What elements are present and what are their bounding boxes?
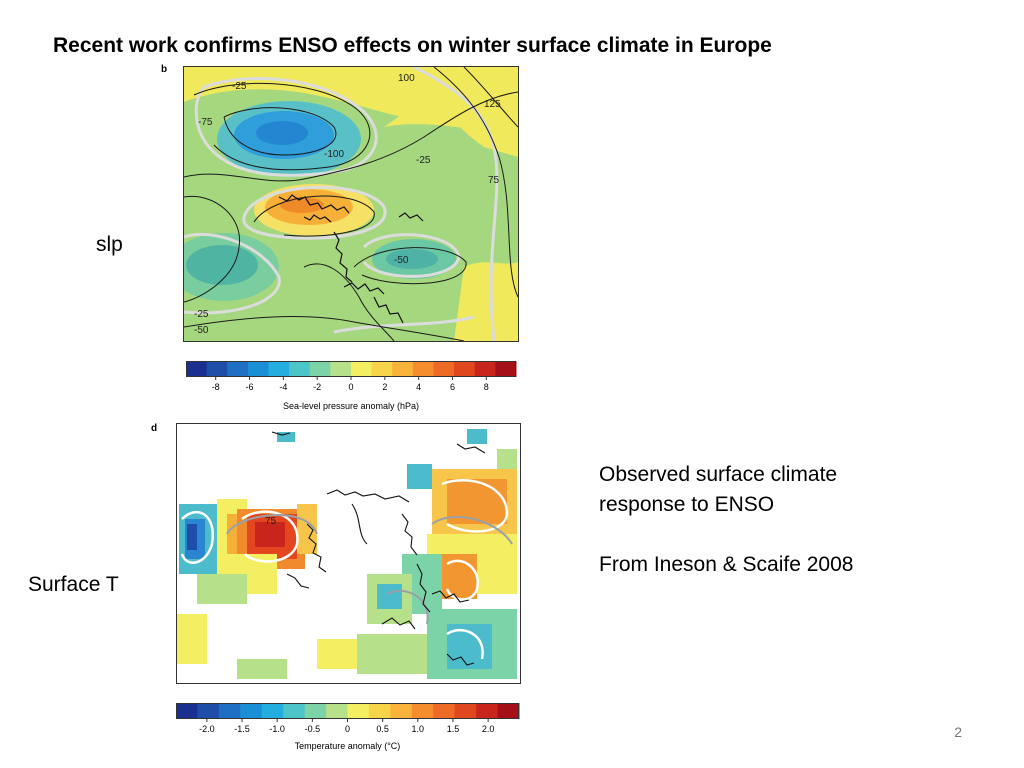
slp-contour-label: -25 [232,81,247,92]
slp-colorbar-swatch [227,361,249,377]
slp-colorbar-tick-label: -8 [212,382,220,392]
slp-map-graphic: -25 -75 100 125 -100 -25 75 -50 -25 -50 [184,67,518,341]
temp-colorbar-tick-label: -1.0 [269,724,285,734]
temp-colorbar-swatch [390,703,413,719]
temp-colorbar-swatch [240,703,263,719]
slp-colorbar-swatch [351,361,373,377]
slp-contour-label: -50 [394,255,409,266]
page-number: 2 [954,724,962,740]
slp-colorbar-tick-label: 0 [348,382,353,392]
slp-colorbar-tick-label: 2 [382,382,387,392]
slp-colorbar-graphic: -8 -6 -4 -2 0 2 4 6 8 [186,361,517,392]
temp-colorbar-tick-label: 1.5 [447,724,460,734]
slp-contour-label: -25 [416,155,431,166]
temp-colorbar-swatch [368,703,391,719]
description-line-1: Observed surface climate [599,463,838,486]
slp-colorbar-swatch [206,361,228,377]
temp-colorbar-swatch [433,703,456,719]
temp-colorbar-tick-label: -1.5 [234,724,250,734]
temp-colorbar-swatch [197,703,220,719]
temperature-map-graphic: 75 [177,424,520,683]
slp-colorbar-swatch [412,361,434,377]
temp-colorbar-title: Temperature anomaly (°C) [294,741,401,751]
slp-colorbar-tick-label: -4 [279,382,287,392]
slide-title: Recent work confirms ENSO effects on win… [53,34,772,57]
slp-contour-label: 75 [488,175,500,186]
slp-contour-label: -100 [324,149,344,160]
temp-colorbar-tick-label: 1.0 [412,724,425,734]
surface-t-label: Surface T [28,573,119,596]
temp-colorbar-swatch [497,703,520,719]
slp-colorbar-swatch [454,361,476,377]
temp-colorbar-border [176,703,519,719]
slp-colorbar-tick-label: 8 [484,382,489,392]
slp-colorbar-swatch [330,361,352,377]
slp-colorbar-border [186,361,516,377]
slp-colorbar-swatch [247,361,269,377]
slp-colorbar-swatch [392,361,414,377]
slp-colorbar-swatch [371,361,393,377]
slp-colorbar-swatch [495,361,517,377]
temp-colorbar-swatch [411,703,434,719]
temp-colorbar-tick-label: -2.0 [199,724,215,734]
slp-contour-label: -75 [198,117,213,128]
temp-colorbar-tick-label: 0.5 [376,724,389,734]
slp-contour-label: 125 [484,99,501,110]
description-text: Observed surface climate response to ENS… [599,460,853,580]
temp-colorbar-swatch [304,703,327,719]
slp-colorbar-swatch [309,361,331,377]
slp-contour-label: -25 [194,309,209,320]
temp-colorbar-tick-label: 0 [345,724,350,734]
slp-colorbar-tick-label: -6 [246,382,254,392]
slp-colorbar-title: Sea-level pressure anomaly (hPa) [282,401,420,411]
temp-colorbar-swatch [261,703,284,719]
temperature-map: 75 [176,423,521,684]
temp-panel-letter: d [151,423,158,434]
slp-colorbar-tick-label: -2 [313,382,321,392]
slp-colorbar-swatch [474,361,496,377]
slp-colorbar-tick-label: 4 [416,382,421,392]
slp-panel-letter: b [161,64,168,75]
temp-colorbar-tick-label: 2.0 [482,724,495,734]
temp-colorbar-swatch [347,703,370,719]
temp-contour-label: 75 [265,516,277,527]
slp-map: -25 -75 100 125 -100 -25 75 -50 -25 -50 [183,66,519,342]
slp-label: slp [96,233,123,256]
description-line-2: response to ENSO [599,493,775,516]
slp-contour-label: -50 [194,325,209,336]
temp-colorbar-swatch [454,703,477,719]
temp-colorbar-swatch [283,703,306,719]
citation-text: From Ineson & Scaife 2008 [599,553,854,576]
temp-colorbar-tick-label: -0.5 [305,724,321,734]
temp-colorbar-swatch [476,703,499,719]
slp-colorbar-swatch [289,361,311,377]
temp-colorbar-swatch [176,703,198,719]
temp-colorbar: -2.0 -1.5 -1.0 -0.5 0 0.5 1.0 1.5 2.0 [176,703,520,737]
temp-colorbar-swatch [326,703,348,719]
slp-colorbar-tick-label: 6 [450,382,455,392]
slp-colorbar-swatch [186,361,208,377]
temp-colorbar-graphic: -2.0 -1.5 -1.0 -0.5 0 0.5 1.0 1.5 2.0 [176,703,520,734]
slp-colorbar-swatch [433,361,455,377]
slp-colorbar-swatch [268,361,290,377]
temp-colorbar-swatch [218,703,241,719]
slp-colorbar: -8 -6 -4 -2 0 2 4 6 8 [186,361,517,395]
slp-contour-label: 100 [398,73,415,84]
